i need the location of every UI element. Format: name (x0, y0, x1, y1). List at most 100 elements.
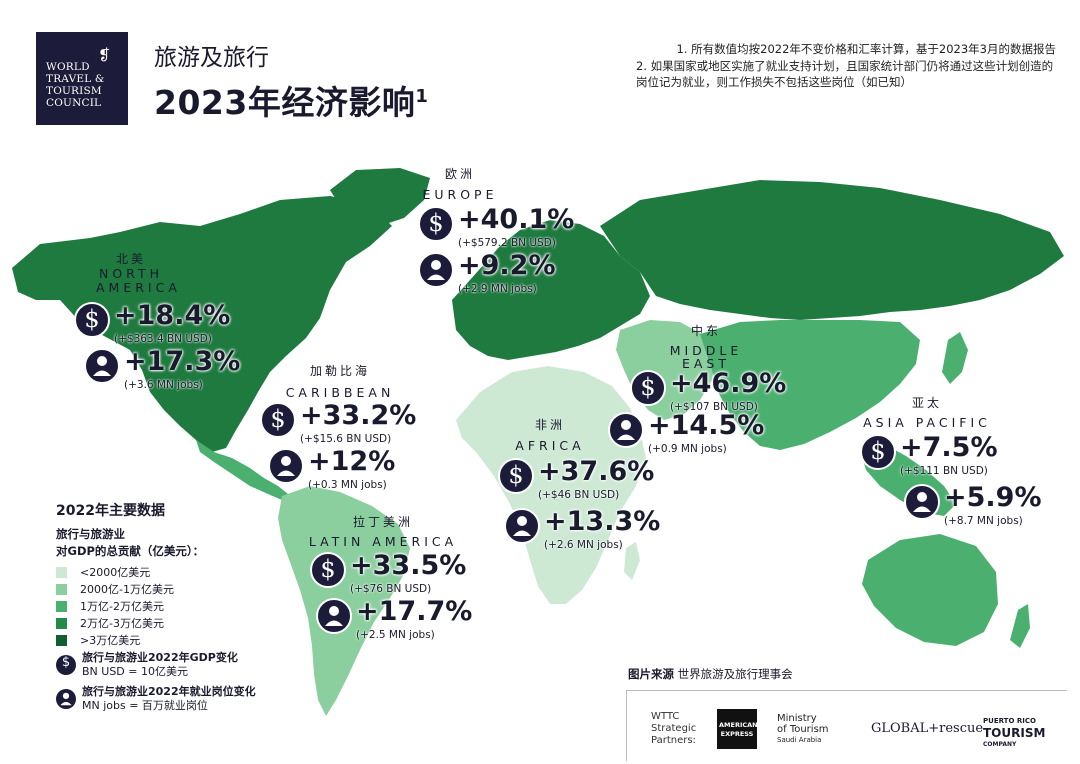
jobs-change: +17.7% (356, 596, 473, 627)
legend-item: 2万亿-3万亿美元 (56, 615, 256, 632)
person-icon (316, 598, 352, 634)
amex-logo-text: AMERICAN EXPRESS (719, 721, 758, 738)
gdp-change: +46.9% (670, 368, 787, 399)
page-title: 2023年经济影响1 (154, 76, 428, 124)
region-en-line1: MIDDLE (669, 343, 743, 358)
pr-line: TOURISM (983, 726, 1046, 740)
dollar-icon: $ (310, 552, 346, 588)
region-en-line2: EAST (681, 356, 731, 371)
europe-shape (452, 220, 650, 360)
north-america-shape (12, 196, 392, 452)
logo-line: COUNCIL (46, 97, 102, 109)
legend-item: >3万亿美元 (56, 632, 256, 649)
region-en: CARIBBEAN (285, 385, 395, 400)
source-text: 世界旅游及旅行理事会 (677, 667, 793, 681)
jobs-change: +13.3% (544, 506, 661, 537)
australia-shape (862, 534, 998, 646)
region-cn: 中东 (690, 324, 721, 338)
region-en: ASIA PACIFIC (863, 415, 991, 430)
partners-label-line: Partners: (651, 735, 696, 746)
region-label-middle-east: 中东 MIDDLE EAST (668, 322, 744, 370)
person-icon (608, 412, 644, 448)
partners-label-line: Strategic (651, 723, 697, 734)
jobs-amount: (+2.6 MN jobs) (544, 539, 623, 551)
legend-item: 2000亿-1万亿美元 (56, 581, 256, 598)
amex-logo: AMERICAN EXPRESS (717, 709, 758, 749)
gdp-change: +33.5% (350, 550, 467, 581)
legend-subtitle-1: 旅行与旅游业 (56, 527, 125, 541)
legend-label: 2000亿-1万亿美元 (80, 583, 174, 596)
region-cn: 拉丁美洲 (352, 515, 413, 529)
region-label-caribbean: 加勒比海 CARIBBEAN (285, 362, 395, 400)
person-icon (418, 252, 454, 288)
logo-line: TRAVEL & (46, 73, 105, 85)
region-label-latin-america: 拉丁美洲 LATIN AMERICA (308, 513, 458, 549)
title-line2: 2023年经济影响 (154, 83, 416, 122)
legend-swatch (56, 618, 67, 629)
dollar-icon: $ (498, 458, 534, 494)
legend-jobs-key: 旅行与旅游业2022年就业岗位变化 MN jobs = 百万就业岗位 (56, 685, 256, 717)
gdp-change: +7.5% (900, 432, 998, 463)
gdp-amount: (+$111 BN USD) (900, 465, 988, 477)
jobs-amount: (+2.9 MN jobs) (458, 283, 537, 295)
legend-subtitle-2: 对GDP的总贡献（亿美元）： (56, 544, 205, 558)
dollar-icon: $ (74, 302, 110, 338)
image-source: 图片来源 世界旅游及旅行理事会 (628, 666, 793, 682)
partners-box: WTTC Strategic Partners: AMERICAN EXPRES… (626, 690, 1067, 761)
puerto-rico-tourism-logo: PUERTO RICO TOURISM COMPANY (983, 715, 1045, 751)
central-america-shape (196, 440, 288, 500)
wttc-logo: ❡ WORLD TRAVEL & TOURISM COUNCIL (36, 32, 128, 125)
gdp-amount: (+$579.2 BN USD) (458, 237, 556, 249)
gdp-amount: (+$46 BN USD) (538, 489, 620, 501)
legend-title: 2022年主要数据 (56, 503, 165, 519)
region-label-europe: 欧洲 EUROPE (420, 165, 500, 202)
jobs-amount: (+0.3 MN jobs) (308, 479, 387, 491)
pr-line: PUERTO RICO (983, 717, 1036, 725)
asia-shape (700, 320, 920, 450)
region-label-north-america: 北美 NORTH AMERICA (96, 250, 177, 295)
logo-swirl-icon: ❡ (98, 46, 111, 64)
gdp-amount: (+$15.6 BN USD) (300, 433, 392, 445)
gdp-amount: (+$363.4 BN USD) (114, 333, 212, 345)
global-rescue-logo: GLOBAL+rescue (871, 721, 984, 736)
japan-shape (942, 332, 968, 384)
jobs-change: +9.2% (458, 250, 556, 281)
region-label-asia-pacific: 亚太 ASIA PACIFIC (862, 394, 992, 430)
dollar-icon: $ (860, 434, 896, 470)
mot-line: Ministry (777, 713, 817, 724)
logo-line: WORLD (46, 61, 90, 73)
jobs-change: +5.9% (944, 482, 1042, 513)
gdp-amount: (+$76 BN USD) (350, 583, 432, 595)
title-line1: 旅游及旅行 (154, 45, 269, 71)
russia-shape (600, 180, 1064, 320)
africa-shape (456, 366, 646, 604)
partners-label: WTTC Strategic Partners: (651, 711, 696, 747)
mot-line: Saudi Arabia (777, 736, 822, 744)
legend-gdp-key: $ 旅行与旅游业2022年GDP变化 BN USD = 10亿美元 (56, 651, 256, 683)
legend-label: 2万亿-3万亿美元 (80, 617, 164, 630)
madagascar-shape (624, 542, 640, 580)
logo-line: TOURISM (46, 85, 102, 97)
jobs-change: +14.5% (648, 410, 765, 441)
legend-item: 1万亿-2万亿美元 (56, 598, 256, 615)
gdp-amount: (+$107 BN USD) (670, 401, 758, 413)
region-cn: 加勒比海 (309, 364, 370, 378)
jobs-amount: (+2.5 MN jobs) (356, 629, 435, 641)
new-zealand-shape (1010, 604, 1030, 648)
footnote-2: 2. 如果国家或地区实施了就业支持计划，且国家统计部门仍将通过这些计划创造的岗位… (636, 59, 1054, 89)
person-icon (56, 689, 76, 709)
legend-jobs-key-line2: MN jobs = 百万就业岗位 (82, 699, 208, 712)
legend-item: <2000亿美元 (56, 564, 256, 581)
region-cn: 北美 (115, 252, 146, 266)
legend-gdp-key-line2: BN USD = 10亿美元 (82, 665, 188, 678)
mot-line: of Tourism (777, 724, 829, 735)
gdp-change: +37.6% (538, 456, 655, 487)
source-label: 图片来源 (628, 667, 674, 681)
region-en: LATIN AMERICA (308, 534, 458, 549)
dollar-icon: $ (630, 370, 666, 406)
region-en: AFRICA (515, 438, 585, 453)
legend-jobs-key-line1: 旅行与旅游业2022年就业岗位变化 (82, 685, 256, 698)
title-footnote-mark: 1 (415, 86, 429, 107)
legend-swatch (56, 584, 67, 595)
region-en: EUROPE (422, 187, 498, 202)
